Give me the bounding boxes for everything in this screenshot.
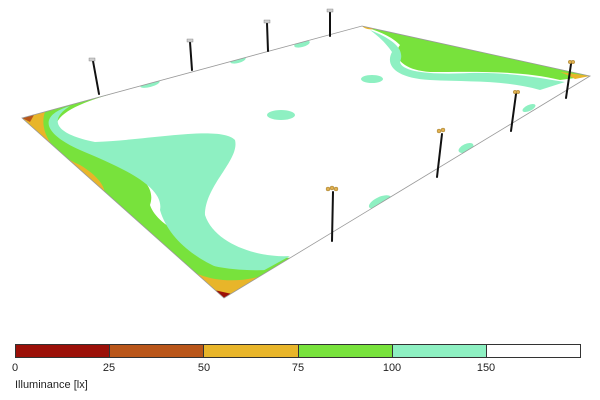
zone-left-corner-brown (22, 115, 34, 122)
luminaire-icon (325, 185, 339, 192)
field-outline (21, 25, 592, 299)
pole-front-2 (436, 133, 443, 178)
mint-island-5 (522, 103, 536, 113)
luminaire-icon (436, 127, 446, 134)
legend-swatch-50-75 (204, 345, 299, 357)
legend-tick-0: 0 (11, 362, 19, 374)
legend-swatch-25-50 (110, 345, 205, 357)
illuminance-field (21, 25, 592, 299)
legend-tick-5: 150 (476, 362, 496, 374)
zone-right-amber (362, 26, 590, 79)
zone-right-green (362, 26, 590, 80)
luminaire-icon (186, 38, 194, 43)
pole-front-4 (565, 63, 572, 99)
light-poles (92, 11, 572, 242)
luminaire-icon (326, 8, 334, 13)
pole-front-1 (331, 191, 334, 242)
legend-swatch-0-25 (16, 345, 111, 357)
mint-island-2 (361, 75, 383, 83)
mint-island-3 (368, 195, 392, 209)
legend-title: Illuminance [lx] (15, 379, 88, 391)
pole-back-3 (266, 22, 269, 52)
pole-front-3 (510, 93, 517, 132)
luminaire-icon (513, 89, 521, 94)
legend-tick-4: 100 (382, 362, 402, 374)
legend-tick-2: 50 (197, 362, 211, 374)
legend-tick-3: 75 (291, 362, 305, 374)
zone-left-mint (48, 106, 290, 278)
legend-swatch-100-150 (392, 345, 487, 357)
luminaire-icon (568, 60, 576, 65)
legend-tick-1: 25 (102, 362, 116, 374)
luminaire-heads (88, 8, 576, 192)
mint-island-1 (267, 110, 295, 120)
zone-left-green (22, 93, 300, 298)
legend-color-bar (15, 344, 581, 358)
pole-back-2 (189, 41, 193, 71)
luminaire-icon (88, 57, 96, 62)
pole-back-1 (92, 60, 100, 95)
legend-swatch-150+ (486, 345, 581, 357)
luminaire-icon (263, 19, 271, 24)
legend-swatch-75-100 (298, 345, 393, 357)
zone-right-mint (370, 30, 565, 90)
